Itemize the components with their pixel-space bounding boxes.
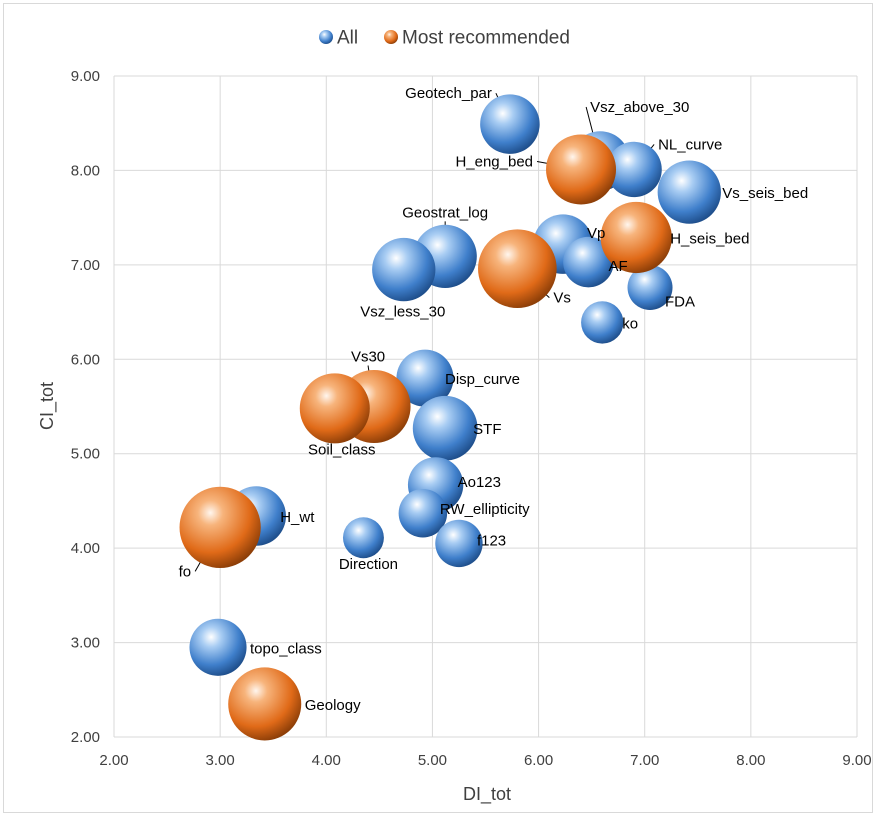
bubble-h-eng-bed — [546, 134, 617, 205]
bubble-disp-curve — [396, 349, 454, 407]
legend-label-most-recommended: Most recommended — [402, 28, 570, 49]
point-label-nl-curve: NL_curve — [658, 136, 722, 153]
axis-ticks: 2.00 3.00 4.00 5.00 6.00 7.00 8.00 9.00 2.00 3.00… — [71, 68, 872, 769]
bubble-stf — [412, 395, 478, 461]
point-label-geology: Geology — [305, 697, 361, 714]
bubble-soil-class — [299, 373, 370, 444]
bubble-fda — [627, 265, 673, 311]
bubble-vsz-less-30 — [372, 237, 436, 302]
point-label-soil-class: Soil_class — [308, 441, 376, 458]
y-tick-label: 5.00 — [71, 446, 100, 463]
x-tick-label: 8.00 — [736, 752, 765, 769]
x-tick-label: 2.00 — [99, 752, 128, 769]
legend-label-all: All — [337, 28, 358, 49]
point-label-topo-class: topo_class — [250, 640, 322, 657]
point-label-h-seis-bed: H_seis_bed — [670, 230, 749, 247]
bubble-nl-curve — [606, 141, 662, 198]
point-label-stf: STF — [473, 421, 501, 438]
bubble-vs-seis-bed — [657, 160, 721, 224]
point-label-vsz-above-30: Vsz_above_30 — [590, 99, 689, 116]
point-label-h-eng-bed: H_eng_bed — [455, 153, 533, 170]
bubble-chart: 2.00 3.00 4.00 5.00 6.00 7.00 8.00 9.00 2.00 3.00… — [37, 28, 872, 806]
legend: All Most recommended — [319, 28, 570, 49]
x-tick-label: 7.00 — [630, 752, 659, 769]
point-label-h-wt: H_wt — [280, 509, 315, 526]
x-tick-label: 5.00 — [418, 752, 447, 769]
y-axis-title: CI_tot — [37, 382, 58, 430]
bubble-geology — [228, 667, 302, 741]
y-tick-label: 3.00 — [71, 635, 100, 652]
y-tick-label: 9.00 — [71, 68, 100, 85]
point-label-vp: Vp — [587, 225, 605, 242]
point-label-fo: fo — [179, 563, 192, 580]
chart-frame: 2.00 3.00 4.00 5.00 6.00 7.00 8.00 9.00 2.00 3.00… — [3, 3, 873, 813]
point-label-vs: Vs — [553, 290, 571, 307]
legend-marker-most-recommended — [384, 30, 398, 44]
bubbles — [179, 94, 721, 741]
y-tick-label: 8.00 — [71, 162, 100, 179]
y-tick-label: 7.00 — [71, 257, 100, 274]
bubble-ko — [581, 301, 624, 344]
bubble-geotech-par — [480, 94, 540, 154]
point-label-direction: Direction — [339, 556, 398, 573]
point-label-vsz-less-30: Vsz_less_30 — [360, 304, 445, 321]
point-labels: Geotech_par Vsz_above_30 NL_curve Vs_seis_b… — [179, 85, 809, 714]
bubble-fo — [179, 486, 261, 568]
point-label-disp-curve: Disp_curve — [445, 371, 520, 388]
point-label-ao123: Ao123 — [458, 474, 501, 491]
bubble-direction — [342, 517, 384, 559]
y-tick-label: 6.00 — [71, 351, 100, 368]
point-label-vs30: Vs30 — [351, 349, 385, 366]
bubble-f123 — [435, 519, 483, 568]
x-tick-label: 9.00 — [842, 752, 871, 769]
x-tick-label: 3.00 — [206, 752, 235, 769]
point-label-geostrat-log: Geostrat_log — [402, 204, 488, 221]
x-tick-label: 4.00 — [312, 752, 341, 769]
point-label-af: AF — [608, 258, 627, 275]
x-tick-label: 6.00 — [524, 752, 553, 769]
point-label-fda: FDA — [665, 294, 695, 311]
bubble-af — [563, 236, 614, 288]
bubble-vs — [478, 229, 557, 308]
bubble-h-seis-bed — [600, 201, 672, 274]
bubble-rw-ellipticity — [398, 488, 448, 538]
point-label-rw-ellipticity: RW_ellipticity — [440, 501, 530, 518]
legend-marker-all — [319, 30, 333, 44]
point-label-f123: f123 — [477, 532, 506, 549]
point-label-ko: ko — [622, 315, 638, 332]
point-label-vs-seis-bed: Vs_seis_bed — [722, 185, 808, 202]
x-axis-title: DI_tot — [463, 784, 511, 805]
bubble-topo-class — [189, 618, 247, 676]
y-tick-label: 2.00 — [71, 729, 100, 746]
y-tick-label: 4.00 — [71, 540, 100, 557]
point-label-geotech-par: Geotech_par — [405, 85, 492, 102]
